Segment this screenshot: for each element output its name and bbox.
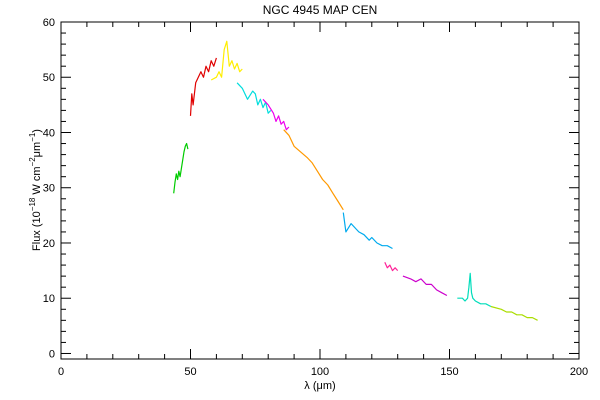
spectrum-segment: [342, 212, 393, 250]
y-tick-label: 50: [43, 72, 55, 84]
spectrum-series: [173, 40, 538, 321]
y-label-part: μm: [31, 142, 43, 158]
x-tick-label: 200: [570, 366, 588, 378]
y-label-part: W cm: [31, 166, 43, 197]
y-tick-label: 60: [43, 17, 55, 29]
y-label-part: Flux (10: [31, 211, 43, 251]
x-tick-label: 50: [184, 366, 196, 378]
spectrum-segment: [173, 142, 189, 194]
y-tick-label: 20: [43, 238, 55, 250]
spectrum-segment: [262, 98, 290, 131]
spectrum-segment: [457, 272, 492, 308]
y-axis-ticks: 0 10 20 30 40 50 60: [43, 17, 579, 360]
spectrum-segment: [283, 129, 344, 211]
y-label-exponent: −18: [28, 197, 37, 211]
spectrum-segment: [189, 57, 217, 116]
chart-title: NGC 4945 MAP CEN: [263, 3, 378, 17]
plot-frame: [60, 21, 580, 360]
x-axis-label: λ (μm): [304, 380, 335, 392]
y-tick-label: 40: [43, 127, 55, 139]
spectrum-segment: [210, 40, 243, 81]
y-label-exponent: −1: [28, 132, 37, 142]
spectrum-segment: [236, 82, 272, 114]
y-tick-label: 10: [43, 293, 55, 305]
spectrum-segment: [490, 305, 538, 321]
y-tick-label: 0: [49, 348, 55, 360]
y-label-exponent: −2: [28, 157, 37, 167]
y-tick-label: 30: [43, 183, 55, 195]
spectrum-segment: [402, 275, 448, 297]
spectrum-segment: [384, 262, 399, 272]
x-axis-ticks: 0 50 100 150 200: [58, 22, 588, 378]
x-tick-label: 150: [440, 366, 458, 378]
y-label-part: ): [31, 129, 43, 133]
y-axis-label: Flux (10−18 W cm−2μm−1): [28, 129, 43, 251]
x-tick-label: 100: [311, 366, 329, 378]
x-tick-label: 0: [58, 366, 64, 378]
